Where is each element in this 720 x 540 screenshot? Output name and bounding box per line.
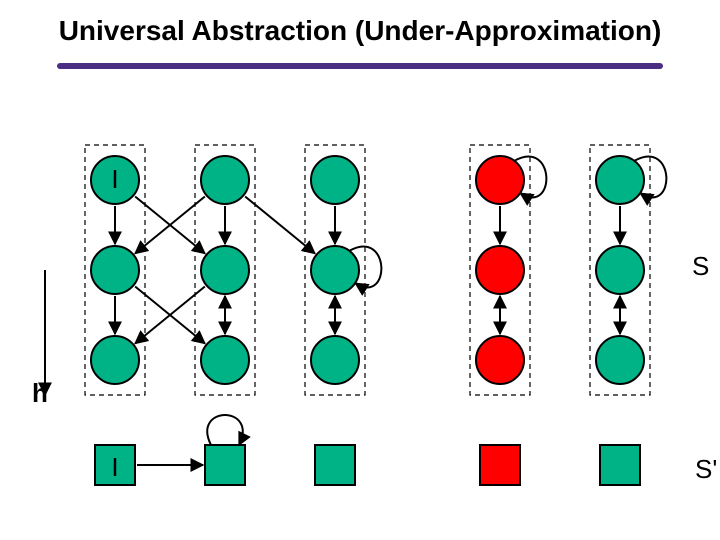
label-s-prime: S': [695, 454, 717, 484]
state-node: [311, 336, 359, 384]
edges-top: [115, 196, 620, 343]
page-title: Universal Abstraction (Under-Approximati…: [59, 15, 662, 46]
state-node: [311, 156, 359, 204]
label-i-bottom: I: [111, 452, 118, 482]
state-node: [201, 336, 249, 384]
group-boxes: [85, 145, 650, 395]
abstract-state: [600, 445, 640, 485]
state-node: [311, 246, 359, 294]
state-node: [201, 246, 249, 294]
state-nodes: [91, 156, 644, 384]
label-s: S: [692, 251, 709, 281]
self-loops-bottom: [207, 415, 242, 445]
state-node: [201, 156, 249, 204]
label-i-top: I: [111, 164, 118, 194]
state-node: [91, 246, 139, 294]
state-node: [596, 246, 644, 294]
state-node: [476, 246, 524, 294]
abstract-state: [205, 445, 245, 485]
state-node: [91, 336, 139, 384]
state-node: [596, 336, 644, 384]
abstract-state: [480, 445, 520, 485]
label-h: h: [32, 378, 48, 408]
self-loop: [207, 415, 242, 445]
state-node: [476, 336, 524, 384]
abstract-state: [315, 445, 355, 485]
state-node: [596, 156, 644, 204]
state-node: [476, 156, 524, 204]
